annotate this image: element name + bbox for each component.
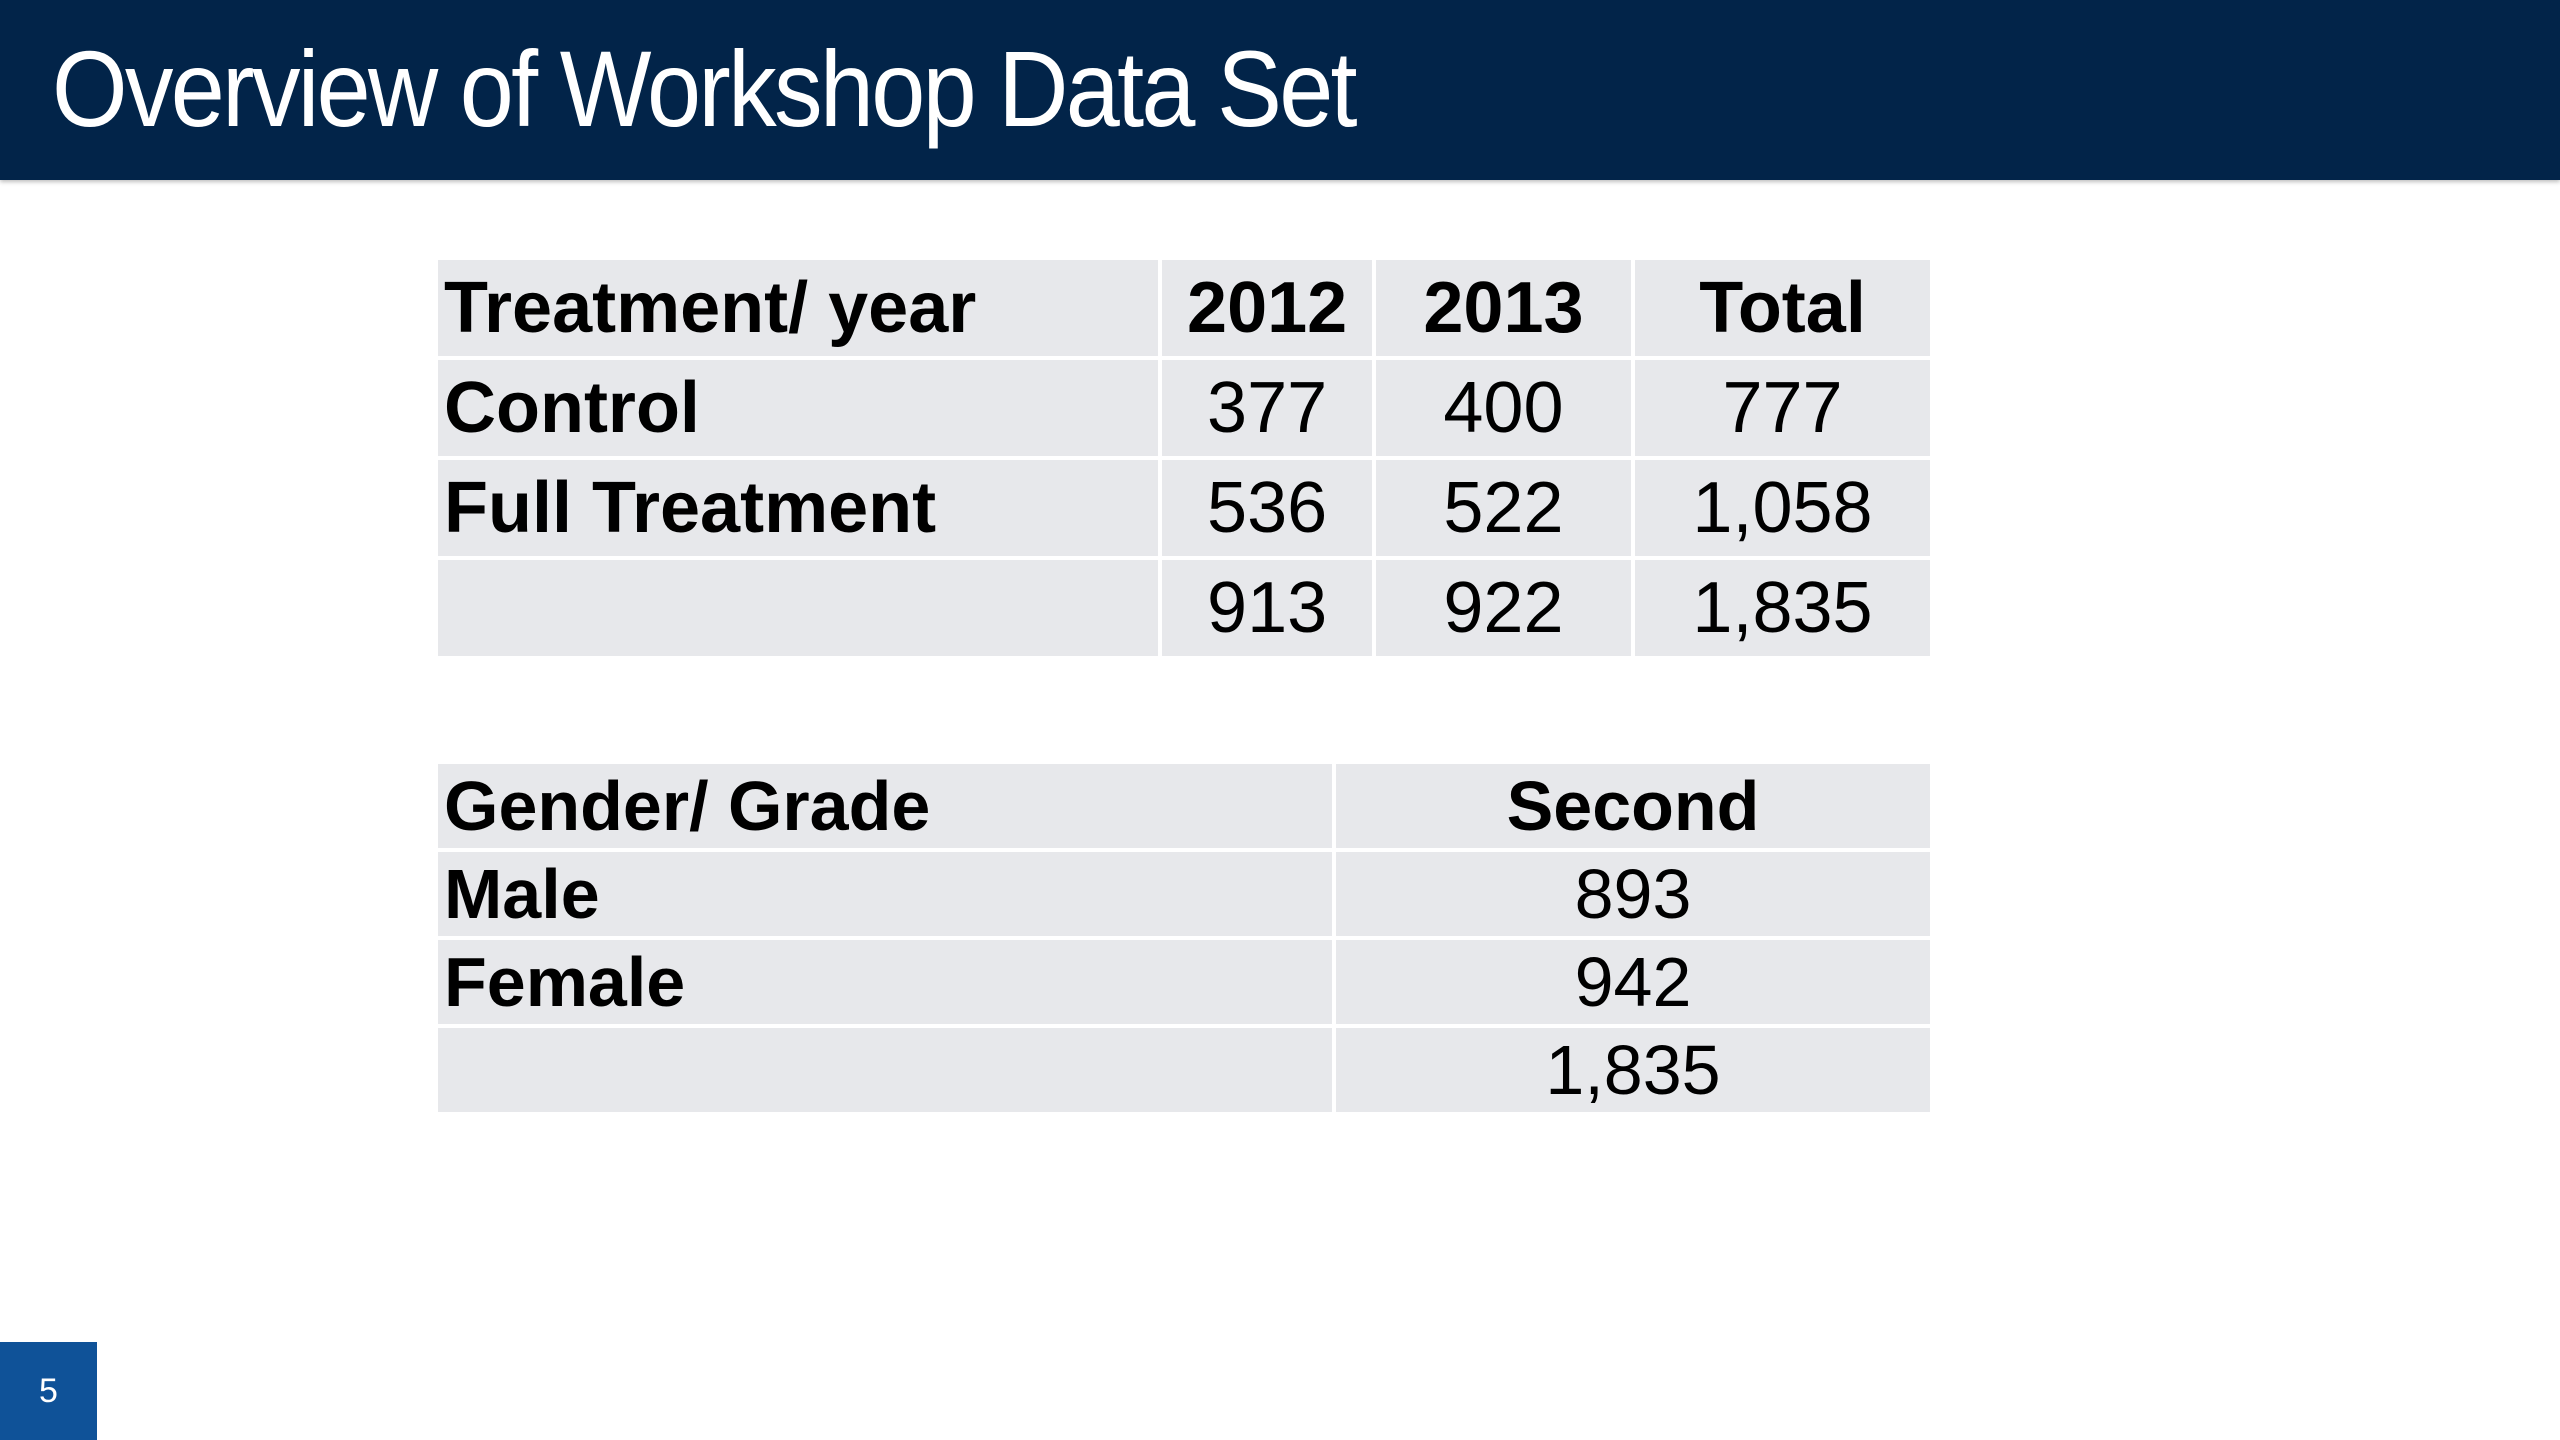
table-row-female: Female 942 — [438, 940, 1930, 1024]
table-row-full-treatment: Full Treatment 536 522 1,058 — [438, 460, 1930, 556]
gender-grade-table: Gender/ Grade Second Male 893 Female 942… — [434, 760, 1934, 1116]
row-label-full-treatment: Full Treatment — [438, 460, 1159, 556]
cell-female-second: 942 — [1336, 940, 1930, 1024]
row-label-control: Control — [438, 360, 1159, 456]
page-number-badge: 5 — [0, 1342, 97, 1440]
cell-sum-second: 1,835 — [1336, 1028, 1930, 1112]
column-header-second: Second — [1336, 764, 1930, 848]
column-header-gender-grade: Gender/ Grade — [438, 764, 1332, 848]
column-header-total: Total — [1635, 260, 1930, 356]
table-header-row: Gender/ Grade Second — [438, 764, 1930, 848]
table-row-sum: 1,835 — [438, 1028, 1930, 1112]
table-row-male: Male 893 — [438, 852, 1930, 936]
cell-control-total: 777 — [1635, 360, 1930, 456]
cell-full-treatment-2012: 536 — [1162, 460, 1372, 556]
cell-full-treatment-total: 1,058 — [1635, 460, 1930, 556]
row-label-male: Male — [438, 852, 1332, 936]
column-header-2012: 2012 — [1162, 260, 1372, 356]
treatment-year-table: Treatment/ year 2012 2013 Total Control … — [434, 256, 1934, 660]
cell-sum-2013: 922 — [1375, 560, 1632, 656]
row-label-female: Female — [438, 940, 1332, 1024]
column-header-treatment-year: Treatment/ year — [438, 260, 1159, 356]
cell-male-second: 893 — [1336, 852, 1930, 936]
column-header-2013: 2013 — [1375, 260, 1632, 356]
cell-full-treatment-2013: 522 — [1375, 460, 1632, 556]
cell-sum-2012: 913 — [1162, 560, 1372, 656]
table-row-sum: 913 922 1,835 — [438, 560, 1930, 656]
cell-control-2012: 377 — [1162, 360, 1372, 456]
table-header-row: Treatment/ year 2012 2013 Total — [438, 260, 1930, 356]
table-row-control: Control 377 400 777 — [438, 360, 1930, 456]
row-label-sum — [438, 560, 1159, 656]
cell-control-2013: 400 — [1375, 360, 1632, 456]
slide-title: Overview of Workshop Data Set — [52, 28, 1358, 149]
row-label-sum — [438, 1028, 1332, 1112]
title-bar: Overview of Workshop Data Set — [0, 0, 2560, 180]
cell-sum-total: 1,835 — [1635, 560, 1930, 656]
